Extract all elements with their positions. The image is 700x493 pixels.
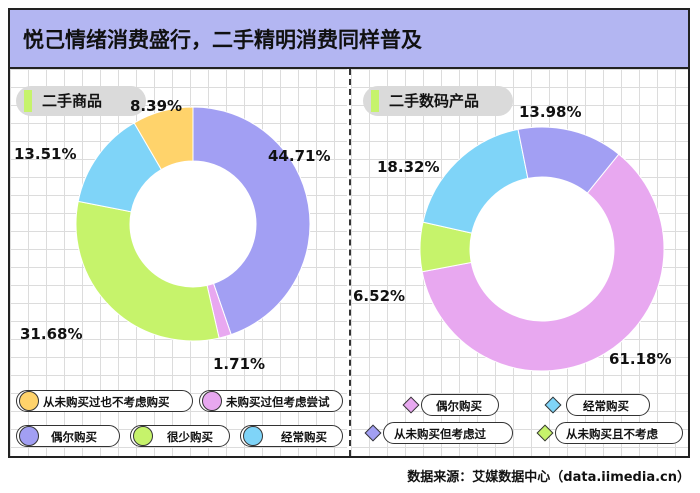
panel-secondhand-digital: 二手数码产品 61.18% 6.52% 18.32% 13.98% 偶尔购买 经常购买… [351, 69, 688, 456]
slice-value-label: 1.71% [213, 355, 265, 373]
legend-item-never-no-consider: 从未购买过也不考虑购买 [16, 390, 193, 412]
legend-item-rarely: 很少购买 [130, 425, 230, 447]
donut-chart-secondhand-goods: 44.71% 1.71% 31.68% 13.51% 8.39% [14, 97, 330, 373]
slice-value-label: 18.32% [377, 158, 439, 176]
panel-label-pill: 二手商品 [16, 86, 146, 116]
panel-label-pill: 二手数码产品 [363, 86, 513, 116]
page-title: 悦己情绪消费盛行，二手精明消费同样普及 [23, 28, 422, 52]
legend-label: 从未购买但考虑过 [394, 427, 486, 441]
slice-value-label: 61.18% [609, 350, 671, 368]
donut-hole [130, 161, 256, 287]
legend-label: 偶尔购买 [51, 430, 97, 444]
legend-item-never-no-consider: 从未购买且不考虑 [555, 422, 683, 444]
legend-label: 从未购买且不考虑 [566, 427, 658, 441]
slice-value-label: 13.98% [519, 103, 581, 121]
header-bar: 悦己情绪消费盛行，二手精明消费同样普及 [10, 10, 688, 69]
legend-item-often: 经常购买 [240, 425, 343, 447]
slice-value-label: 31.68% [20, 325, 82, 343]
legend-label: 经常购买 [281, 430, 327, 444]
legend-label: 很少购买 [167, 430, 213, 444]
legend-label: 偶尔购买 [436, 399, 482, 413]
slice-value-label: 8.39% [130, 97, 182, 115]
legend-item-never-considered: 从未购买但考虑过 [383, 422, 513, 444]
slice-value-label: 6.52% [353, 287, 405, 305]
pill-accent-bar [371, 90, 379, 112]
donut-hole [470, 177, 614, 321]
legend-label: 经常购买 [583, 399, 629, 413]
legend-item-occasional: 偶尔购买 [16, 425, 120, 447]
infographic-frame: 悦己情绪消费盛行，二手精明消费同样普及 二手商品 44.71% 1.71% 31.6… [8, 8, 690, 458]
panel-divider [349, 69, 351, 456]
slice-value-label: 44.71% [268, 147, 330, 165]
legend-swatch [19, 425, 39, 446]
panel-label: 二手数码产品 [389, 92, 480, 110]
legend-item-occasional: 偶尔购买 [421, 394, 499, 416]
panel-secondhand-goods: 二手商品 44.71% 1.71% 31.68% 13.51% 8.39% 从未购买过也… [10, 69, 347, 456]
legend-item-never-consider-try: 未购买过但考虑尝试 [199, 390, 343, 412]
legend-swatch [243, 425, 263, 446]
panel-label: 二手商品 [42, 92, 103, 110]
source-footer: 数据来源：艾媒数据中心（data.iimedia.cn） [407, 470, 690, 485]
donut-chart-secondhand-digital: 61.18% 6.52% 18.32% 13.98% [353, 103, 671, 372]
slice-value-label: 13.51% [14, 145, 76, 163]
pill-accent-bar [24, 90, 32, 112]
legend-label: 从未购买过也不考虑购买 [43, 395, 170, 409]
legend-swatch [202, 390, 222, 411]
legend-swatch [133, 425, 153, 446]
legend-swatch [19, 390, 39, 411]
legend-label: 未购买过但考虑尝试 [226, 395, 330, 409]
legend-item-often: 经常购买 [566, 394, 650, 416]
